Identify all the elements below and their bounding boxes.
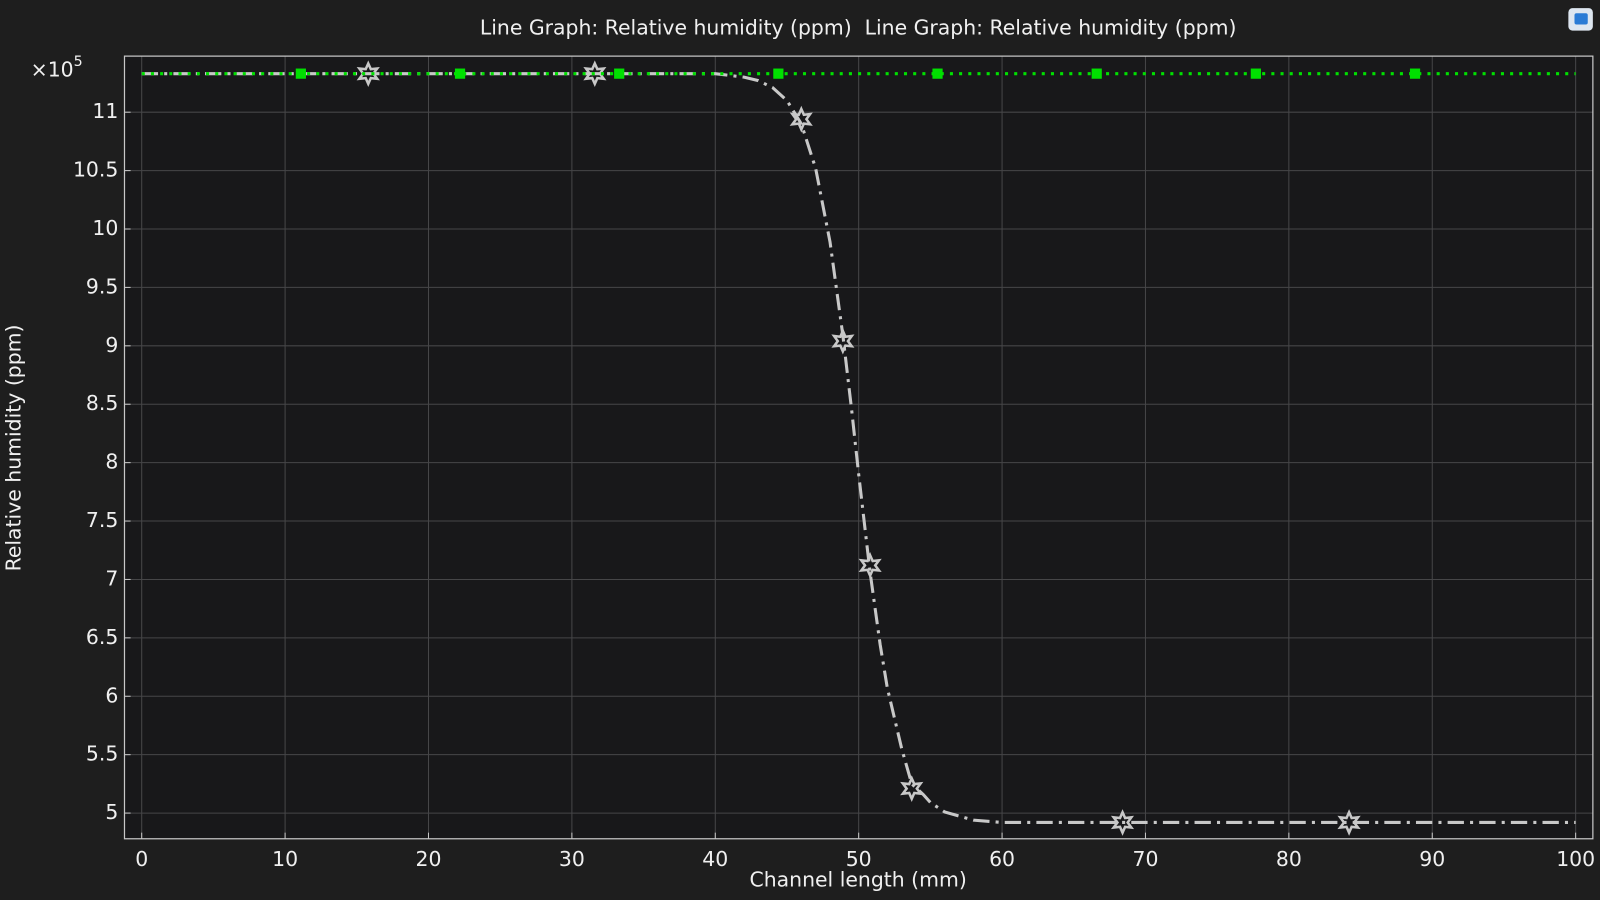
y-multiplier: ×105 (31, 54, 83, 81)
y-axis-label: Relative humidity (ppm) (1, 325, 25, 572)
y-tick-label: 10.5 (73, 158, 118, 182)
star-marker (583, 60, 607, 88)
y-tick-label: 8 (105, 450, 118, 474)
x-tick-label: 100 (1556, 847, 1595, 871)
star-marker (356, 60, 380, 88)
y-tick-label: 5.5 (86, 742, 118, 766)
square-marker (1409, 68, 1421, 79)
star-marker (1337, 809, 1361, 836)
app-icon[interactable] (1568, 8, 1593, 31)
square-marker (295, 68, 306, 79)
grid (124, 56, 1593, 839)
star-marker (831, 327, 855, 355)
star-marker (858, 552, 882, 579)
x-tick-label: 90 (1419, 847, 1445, 871)
square-marker (773, 68, 784, 79)
x-tick-label: 40 (702, 847, 728, 871)
star-marker (900, 775, 924, 802)
square-marker (932, 68, 943, 79)
x-tick-label: 20 (416, 847, 442, 871)
square-marker (1091, 68, 1102, 79)
multiplier-exponent: 5 (74, 54, 83, 70)
y-tick-label: 8.5 (86, 391, 118, 415)
y-tick-label: 9 (105, 333, 118, 357)
square-marker (1250, 68, 1261, 79)
y-tick-label: 5 (105, 800, 118, 824)
x-tick-label: 10 (272, 847, 298, 871)
x-axis-label: Channel length (mm) (750, 868, 967, 892)
y-tick-label: 6.5 (86, 625, 118, 649)
square-marker (454, 68, 466, 79)
icon-screen[interactable] (1574, 13, 1588, 25)
y-tick-label: 7.5 (86, 508, 118, 532)
star-marker (789, 105, 813, 133)
y-tick-label: 6 (105, 683, 118, 707)
y-tick-label: 7 (105, 566, 118, 590)
x-tick-label: 30 (559, 847, 585, 871)
series-line (141, 72, 1576, 824)
data-marks (141, 60, 1576, 836)
plot-frame (123, 55, 1594, 840)
tick-labels: 0 10 20 30 40 50 60 70 80 90 100 5 5.5 6 6.5 7 7.5 8 8.5 9 9… (73, 99, 1595, 871)
x-tick-label: 0 (135, 847, 148, 871)
y-tick-label: 9.5 (86, 274, 118, 298)
x-tick-label: 80 (1276, 847, 1302, 871)
x-tick-label: 60 (989, 847, 1015, 871)
square-marker (614, 68, 625, 79)
chart-title: Line Graph: Relative humidity (ppm) Line… (480, 16, 1237, 40)
x-tick-label: 70 (1132, 847, 1158, 871)
multiplier-base: ×10 (31, 57, 74, 81)
y-tick-label: 11 (92, 99, 118, 123)
star-marker (1110, 809, 1135, 836)
x-tick-label: 50 (846, 847, 872, 871)
y-tick-label: 10 (92, 216, 118, 240)
